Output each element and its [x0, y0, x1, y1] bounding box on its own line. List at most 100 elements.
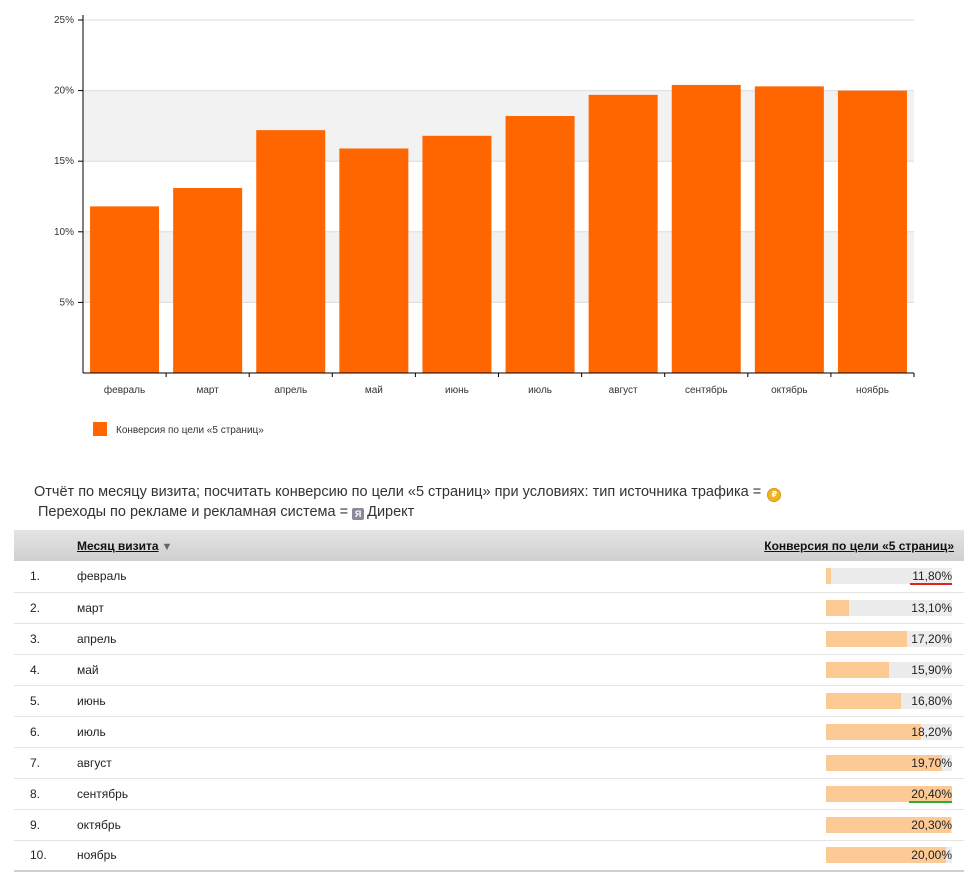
conversion-bar-fill [826, 816, 951, 833]
conversion-value: 20,30% [911, 817, 952, 832]
report-description: Отчёт по месяцу визита; посчитать конвер… [34, 482, 934, 522]
direct-label: Директ [367, 504, 415, 520]
row-conversion: 20,00% [654, 840, 964, 871]
row-number: 5. [30, 693, 41, 708]
x-category-label: июль [528, 385, 552, 396]
y-tick-label: 25% [54, 15, 74, 26]
row-conversion: 20,40% [654, 778, 964, 809]
conversion-bar-fill [826, 661, 889, 678]
legend-label: Конверсия по цели «5 страниц» [116, 425, 264, 436]
row-conversion: 20,30% [654, 809, 964, 840]
header-number [14, 530, 77, 561]
conversion-bar: 15,90% [826, 661, 952, 679]
conversion-value: 20,40% [909, 786, 952, 803]
bar-7 [588, 94, 658, 373]
conversion-value: 15,90% [911, 662, 952, 677]
conversion-bar: 17,20% [826, 630, 952, 648]
header-conversion-link[interactable]: Конверсия по цели «5 страниц» [764, 538, 954, 553]
conversion-bar-track [826, 568, 952, 585]
conversion-bar: 18,20% [826, 723, 952, 741]
bar-6 [505, 116, 575, 374]
bar-10 [837, 90, 907, 373]
row-month: октябрь [77, 817, 121, 832]
x-category-label: ноябрь [856, 384, 889, 396]
row-number: 7. [30, 755, 41, 770]
x-category-label: август [609, 385, 638, 396]
sort-desc-icon[interactable]: ▼ [161, 540, 173, 553]
conversion-bar-fill [826, 785, 952, 802]
conversion-bar-fill [826, 692, 901, 709]
table-row: 5. июнь 16,80% [14, 685, 964, 716]
row-month: июнь [77, 693, 106, 708]
y-tick-label: 5% [60, 297, 75, 308]
bar-1 [90, 206, 160, 373]
table-row: 10. ноябрь 20,00% [14, 840, 964, 871]
row-month: июль [77, 724, 106, 739]
y-tick-label: 10% [54, 227, 74, 238]
yandex-direct-icon: Я [352, 508, 365, 520]
conversion-value: 19,70% [911, 755, 952, 770]
table-row: 9. октябрь 20,30% [14, 809, 964, 840]
row-number: 6. [30, 724, 41, 739]
row-month: май [77, 662, 99, 677]
conversion-bar-fill [826, 568, 831, 585]
conversion-bar: 20,30% [826, 816, 952, 834]
x-category-label: март [196, 385, 219, 396]
conversion-value: 20,00% [911, 848, 952, 863]
x-category-label: сентябрь [685, 384, 728, 396]
row-month: февраль [77, 569, 127, 584]
conversion-bar: 11,80% [826, 567, 952, 586]
row-conversion: 18,20% [654, 716, 964, 747]
conversion-bar-chart: 5% 10% 15% 20% 25% февраль март апрель май июнь ию… [54, 15, 915, 436]
x-category-label: февраль [104, 384, 145, 396]
row-number: 8. [30, 786, 41, 801]
row-number: 4. [30, 662, 41, 677]
conversion-bar-fill [826, 599, 849, 616]
row-month: август [77, 755, 112, 770]
row-conversion: 11,80% [654, 561, 964, 592]
table-row: 3. апрель 17,20% [14, 623, 964, 654]
table-body: 1. февраль 11,80% 2. март 13,10% 3. апрель 17,20… [14, 561, 964, 871]
y-tick-label: 20% [54, 86, 74, 97]
row-conversion: 15,90% [654, 654, 964, 685]
row-number: 9. [30, 817, 41, 832]
table-row: 7. август 19,70% [14, 747, 964, 778]
row-number: 2. [30, 600, 41, 615]
x-category-label: июнь [445, 385, 469, 396]
conversion-value: 11,80% [910, 569, 952, 586]
conversion-bar: 20,00% [826, 846, 952, 864]
conversion-bar-fill [826, 630, 907, 647]
row-month: апрель [77, 631, 117, 646]
conversion-bar-fill [826, 723, 921, 740]
bar-8 [671, 84, 741, 374]
row-month: март [77, 600, 104, 615]
y-tick-label: 15% [54, 156, 74, 167]
conversion-bar: 19,70% [826, 754, 952, 772]
x-category-label: май [365, 385, 383, 396]
conversion-bar-track [826, 599, 952, 616]
x-category-label: апрель [274, 385, 307, 396]
row-month: ноябрь [77, 848, 117, 863]
header-month[interactable]: Месяц визита ▼ [77, 530, 654, 561]
row-number: 1. [30, 569, 41, 584]
bar-9 [754, 86, 824, 373]
row-number: 10. [30, 848, 47, 863]
report-description-line1: Отчёт по месяцу визита; посчитать конвер… [34, 484, 762, 500]
header-month-link[interactable]: Месяц визита [77, 538, 159, 553]
conversion-bar: 20,40% [826, 785, 952, 803]
x-category-label: октябрь [771, 384, 808, 396]
row-number: 3. [30, 631, 41, 646]
ruble-coin-icon: ₽ [767, 488, 782, 502]
table-row: 4. май 15,90% [14, 654, 964, 685]
row-conversion: 16,80% [654, 685, 964, 716]
conversion-value: 16,80% [911, 693, 952, 708]
conversion-bar: 16,80% [826, 692, 952, 710]
bar-3 [256, 130, 326, 373]
bar-5 [422, 135, 492, 373]
bar-4 [339, 148, 409, 373]
table-row: 1. февраль 11,80% [14, 561, 964, 592]
header-conversion[interactable]: Конверсия по цели «5 страниц» [654, 530, 964, 561]
row-month: сентябрь [77, 786, 129, 801]
conversion-value: 13,10% [911, 600, 952, 615]
conversion-bar: 13,10% [826, 599, 952, 617]
